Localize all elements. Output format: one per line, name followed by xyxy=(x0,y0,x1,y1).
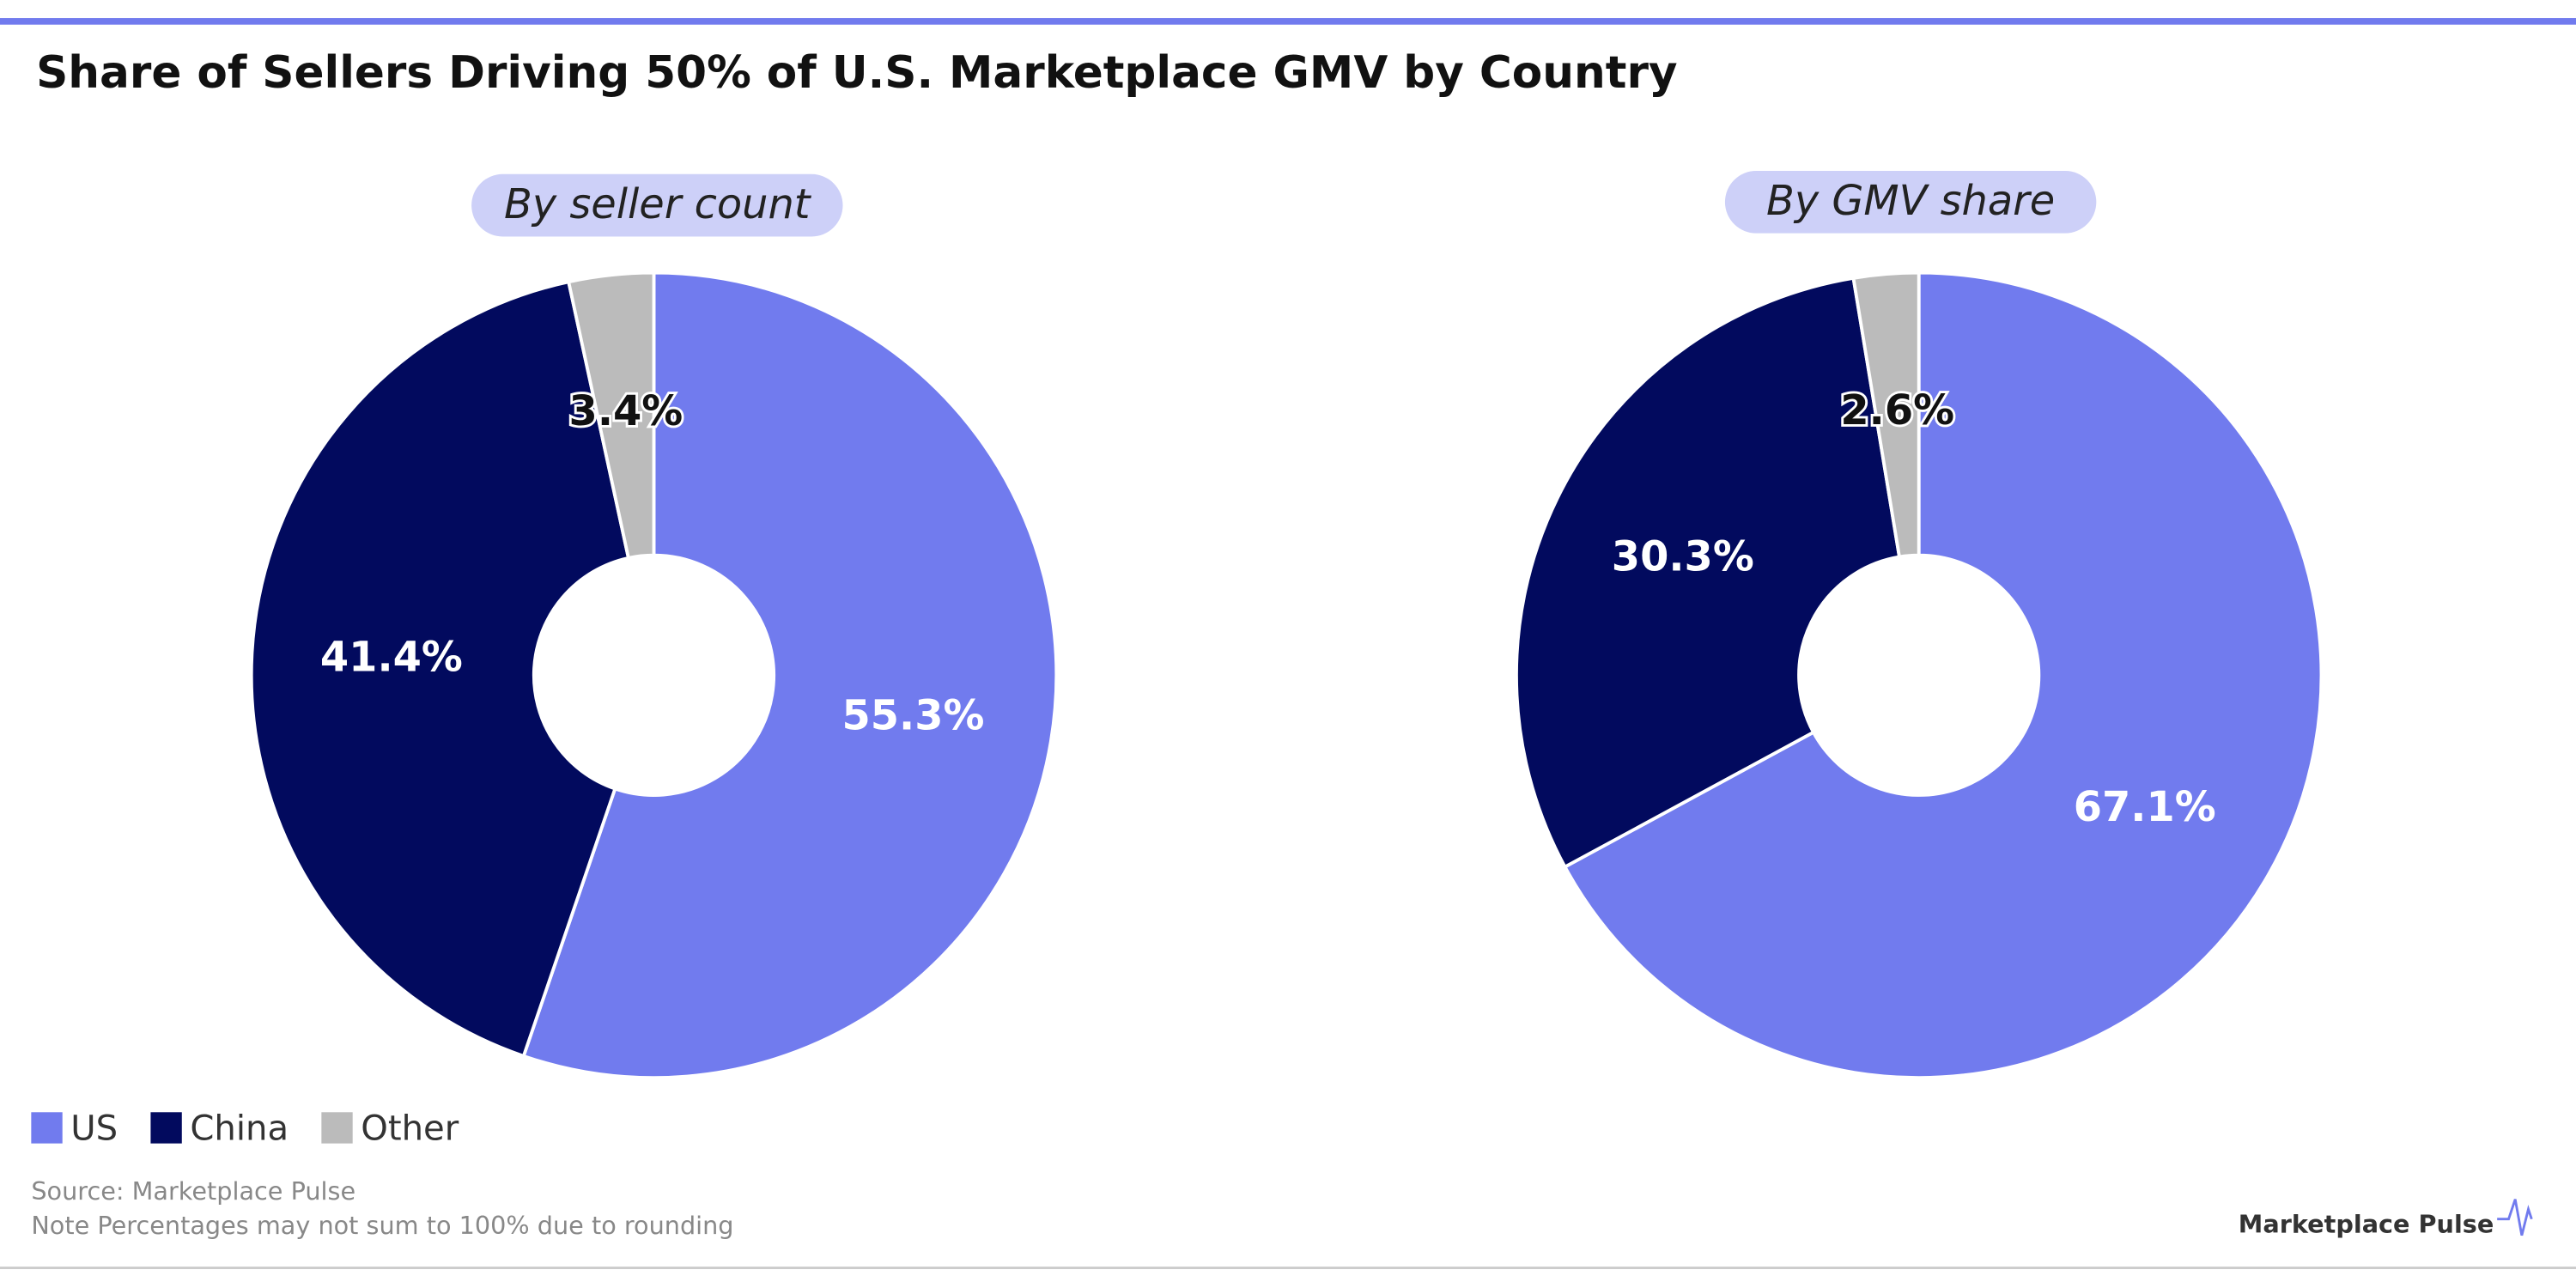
wedge xyxy=(1562,270,2324,1080)
value-label: 55.3% xyxy=(841,693,984,740)
legend-swatch xyxy=(31,1112,63,1144)
value-label: 67.1% xyxy=(2074,784,2216,831)
value-label: 3.4% xyxy=(569,388,683,435)
subtitle: By GMV share xyxy=(1766,178,2055,225)
logo-icon xyxy=(2497,1199,2533,1236)
wedge xyxy=(521,270,1059,1079)
wedge xyxy=(249,279,631,1059)
wedge xyxy=(1515,276,1902,870)
value-label: 2.6% xyxy=(1840,387,1954,434)
wedge xyxy=(1851,270,1921,559)
legend-swatch xyxy=(321,1112,353,1144)
wedge xyxy=(566,270,656,561)
subtitle-pill xyxy=(1724,170,2097,234)
logo-text: Marketplace Pulse xyxy=(2239,1209,2494,1238)
legend-swatch xyxy=(150,1112,182,1144)
top-bar xyxy=(0,18,2576,25)
value-label: 30.3% xyxy=(1612,534,1754,581)
note: Note Percentages may not sum to 100% due… xyxy=(31,1211,733,1240)
value-label: 41.4% xyxy=(320,635,463,682)
bottom-rule xyxy=(0,1267,2576,1269)
legend-label: US xyxy=(70,1109,118,1148)
subtitle-pill xyxy=(471,173,843,237)
legend-label: China xyxy=(190,1109,289,1148)
subtitle: By seller count xyxy=(504,181,812,228)
chart-title: Share of Sellers Driving 50% of U.S. Mar… xyxy=(36,47,1678,99)
legend-label: Other xyxy=(361,1109,459,1148)
source: Source: Marketplace Pulse xyxy=(31,1176,355,1206)
